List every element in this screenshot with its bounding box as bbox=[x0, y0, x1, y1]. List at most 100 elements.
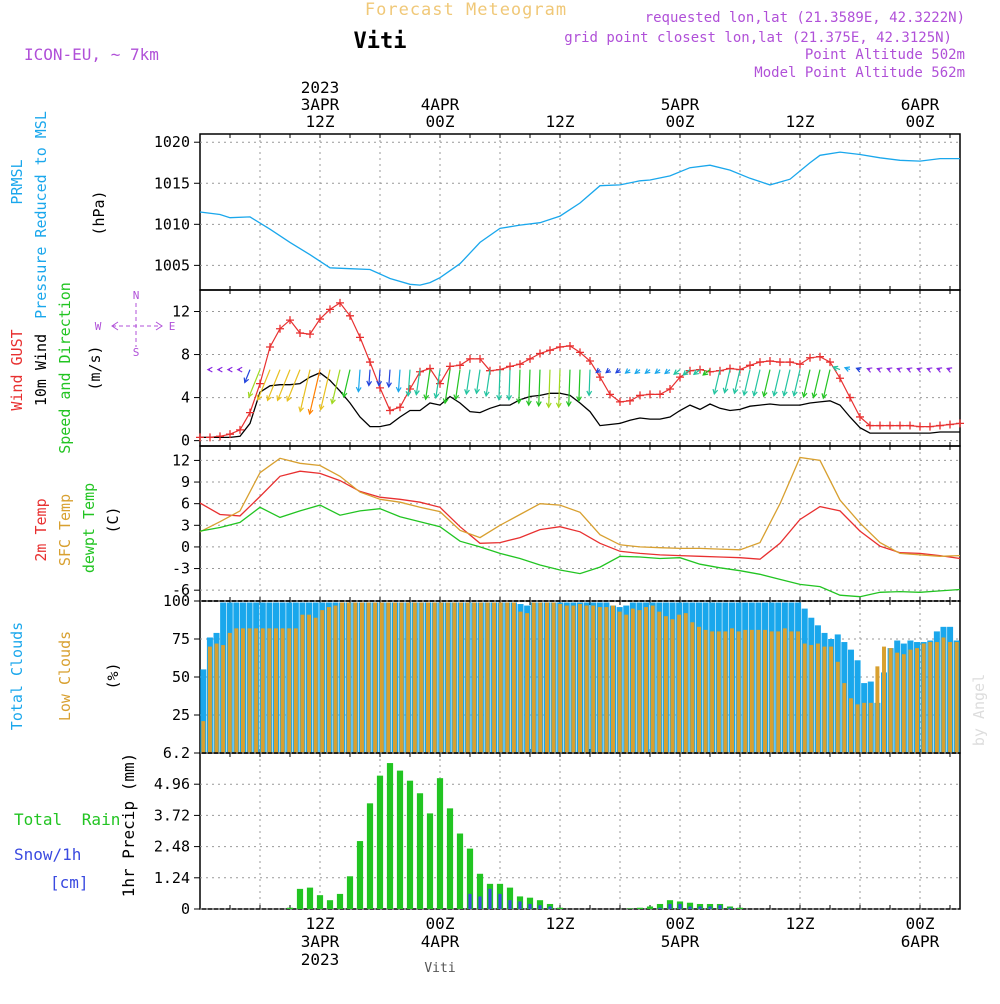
gust-marker bbox=[556, 343, 564, 352]
low-cloud-bar bbox=[247, 628, 252, 753]
low-cloud-bar bbox=[862, 702, 867, 753]
wind-arrowhead bbox=[673, 369, 680, 376]
low-cloud-bar bbox=[637, 610, 642, 753]
snow-bar bbox=[518, 901, 522, 909]
wind-arrowhead bbox=[896, 367, 903, 373]
gust-marker bbox=[236, 425, 244, 434]
wind-arrowhead bbox=[256, 394, 263, 401]
wind-arrowhead bbox=[821, 393, 828, 400]
low-cloud-bar bbox=[809, 645, 814, 753]
low-cloud-bar bbox=[895, 652, 900, 753]
snow-bar bbox=[668, 903, 672, 909]
gust-marker bbox=[466, 354, 474, 363]
wind-arrow bbox=[309, 369, 321, 415]
gust-marker bbox=[666, 384, 674, 393]
low-cloud-bar bbox=[531, 602, 536, 753]
wind-arrowhead bbox=[791, 390, 798, 397]
wind-arrowhead bbox=[781, 390, 788, 397]
precip-axis-label: Total Rain bbox=[14, 810, 120, 829]
low-cloud-bar bbox=[485, 602, 490, 753]
temperature-frame bbox=[199, 445, 961, 602]
wind-arrowhead bbox=[751, 390, 758, 397]
wind-arrowhead bbox=[474, 388, 480, 395]
compass-w-arrowhead bbox=[111, 321, 119, 331]
rain-bar bbox=[396, 770, 404, 909]
wind-arrowhead bbox=[307, 408, 314, 416]
wind-arrow bbox=[425, 369, 431, 400]
rain-bar bbox=[556, 907, 564, 909]
wind-arrowhead bbox=[866, 367, 873, 373]
low-cloud-bar bbox=[392, 602, 397, 753]
gust-marker bbox=[316, 315, 324, 324]
wind-arrow bbox=[485, 369, 491, 397]
snow-bar bbox=[728, 907, 732, 909]
low-cloud-bar bbox=[459, 602, 464, 753]
wind-tick-label: 12 bbox=[172, 303, 190, 321]
wind-arrow bbox=[444, 369, 451, 404]
wind-arrowhead bbox=[712, 388, 719, 396]
rain-bar bbox=[736, 907, 744, 909]
wind-arrowhead bbox=[832, 365, 839, 372]
wind-arrowhead bbox=[644, 368, 651, 375]
bottom-time-label: 2023 bbox=[301, 950, 340, 969]
gust-marker bbox=[766, 357, 774, 366]
wind-arrowhead bbox=[946, 367, 953, 373]
wind-arrowhead bbox=[732, 388, 739, 395]
gust-marker bbox=[286, 316, 294, 325]
wind-arrow bbox=[773, 369, 781, 396]
low-cloud-bar bbox=[511, 602, 516, 753]
gust-marker bbox=[306, 330, 314, 339]
wind-axis-label: 10m Wind bbox=[32, 334, 50, 406]
wind-arrow bbox=[702, 369, 711, 376]
clouds-tick-label: 100 bbox=[163, 592, 190, 610]
rain-bar bbox=[636, 907, 644, 909]
wind-arrowhead bbox=[330, 398, 336, 405]
low-cloud-bar bbox=[353, 602, 358, 753]
gust-marker bbox=[396, 403, 404, 412]
low-cloud-bar bbox=[445, 602, 450, 753]
wind-arrowhead bbox=[395, 386, 402, 393]
wind-axis-label: (m/s) bbox=[86, 345, 104, 390]
low-cloud-bar bbox=[260, 628, 265, 753]
gust-marker bbox=[626, 396, 634, 405]
wind-arrowhead bbox=[771, 390, 778, 397]
bottom-time-label: 5APR bbox=[661, 932, 700, 951]
gust-marker bbox=[936, 421, 944, 430]
wind-arrowhead bbox=[226, 366, 233, 373]
low-cloud-bar bbox=[544, 602, 549, 753]
snow-bar bbox=[658, 907, 662, 909]
wind-arrow bbox=[733, 369, 741, 394]
gust-marker bbox=[776, 358, 784, 367]
wind-arrowhead bbox=[464, 389, 470, 396]
low-cloud-bar bbox=[518, 611, 523, 753]
wind-arrow bbox=[267, 369, 281, 401]
wind-arrow bbox=[498, 369, 501, 400]
rain-bar bbox=[296, 888, 304, 909]
wind-arrow bbox=[518, 369, 521, 404]
wind-arrowhead bbox=[535, 401, 542, 408]
low-cloud-bar bbox=[597, 607, 602, 753]
wind-arrow bbox=[743, 369, 751, 396]
rain-bar bbox=[476, 873, 484, 909]
low-cloud-bar bbox=[201, 721, 206, 753]
low-cloud-bar bbox=[234, 628, 239, 753]
low-cloud-bar bbox=[696, 626, 701, 753]
wind-arrowhead bbox=[916, 367, 923, 373]
wind-arrow bbox=[244, 369, 251, 383]
pressure-axis-label: Pressure Reduced to MSL bbox=[32, 111, 50, 319]
wind-arrow bbox=[277, 369, 291, 401]
gust-marker bbox=[266, 343, 274, 352]
low-cloud-bar bbox=[419, 602, 424, 753]
footer-location: Viti bbox=[424, 961, 455, 976]
pressure-tick-label: 1010 bbox=[154, 215, 190, 233]
wind-arrowhead bbox=[366, 380, 373, 387]
wind-arrowhead bbox=[926, 367, 933, 373]
wind-10m-line bbox=[200, 372, 960, 439]
low-cloud-bar bbox=[564, 605, 569, 753]
temperature-line-2 bbox=[199, 504, 961, 598]
pressure-tick-label: 1015 bbox=[154, 174, 190, 192]
low-cloud-bar bbox=[769, 631, 774, 753]
temperature-tick-label: 9 bbox=[181, 473, 190, 491]
precip-tick-label: 6.2 bbox=[163, 744, 190, 762]
wind-arrowhead bbox=[286, 395, 292, 402]
